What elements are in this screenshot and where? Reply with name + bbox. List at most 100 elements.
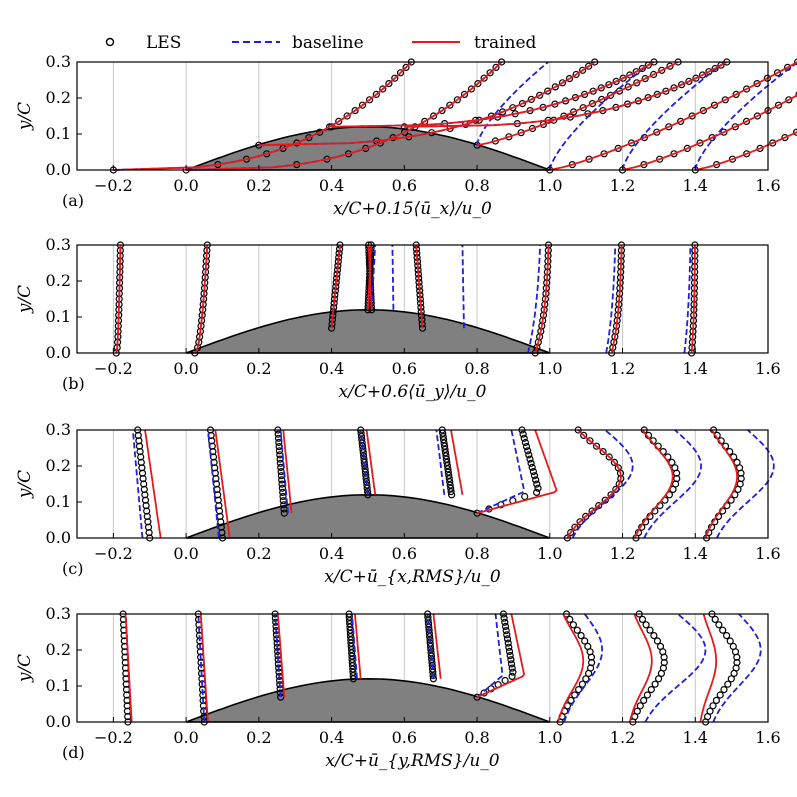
les-point (473, 693, 481, 701)
les-point (444, 465, 452, 473)
les-point (509, 668, 517, 676)
les-point (585, 62, 593, 70)
les-point (711, 64, 719, 73)
y-tick-label: 0.1 (46, 124, 71, 143)
les-point (335, 117, 343, 126)
les-point (643, 691, 652, 699)
les-point (685, 77, 693, 86)
les-point (530, 472, 539, 480)
y-tick-label: 0.3 (46, 604, 71, 623)
les-point (774, 101, 783, 109)
x-tick-label: 1.2 (610, 176, 635, 195)
les-point (658, 66, 666, 74)
les-point (656, 642, 665, 651)
trained-profile (199, 613, 209, 723)
les-point (527, 459, 535, 467)
trained-profile (634, 429, 674, 539)
y-axis-label: y/C (15, 470, 35, 499)
trained-profile (415, 244, 424, 329)
x-tick-label: 0.2 (246, 728, 271, 747)
baseline-profile (359, 429, 369, 495)
x-tick-label: 0.6 (392, 359, 417, 378)
baseline-profile (461, 244, 465, 329)
trained-profile (450, 429, 464, 495)
les-point (532, 488, 541, 496)
les-point (522, 443, 531, 451)
les-point (654, 675, 663, 683)
baseline-profile (605, 244, 617, 354)
les-point (391, 74, 399, 82)
les-point (578, 680, 587, 688)
trained-profile (549, 61, 797, 171)
panels: −0.2 0.0 0.2 0.4 0.6 0.8 1.0 1.2 1.4 1.6 0.0 0.1 0.2… (15, 52, 797, 771)
les-point (614, 144, 622, 152)
les-point (647, 685, 655, 694)
y-axis-label: y/C (15, 102, 35, 131)
les-point (440, 439, 448, 447)
baseline-profile (694, 61, 797, 171)
les-point (619, 74, 627, 82)
les-point (719, 626, 727, 634)
les-point (577, 631, 585, 640)
les-point (569, 621, 578, 629)
les-point (653, 637, 662, 645)
les-point (633, 79, 641, 87)
les-point (524, 447, 532, 455)
x-tick-label: −0.2 (94, 544, 133, 563)
les-point (571, 93, 580, 102)
les-point (442, 452, 450, 460)
trained-profile (354, 613, 362, 679)
les-point (500, 614, 508, 622)
les-point (597, 84, 605, 92)
y-axis-label: y/C (15, 285, 35, 314)
les-point (278, 484, 286, 492)
trained-profile (476, 429, 558, 515)
les-point (517, 129, 525, 137)
axes-frame (76, 244, 769, 354)
x-tick-label: 0.0 (173, 728, 198, 747)
les-profile (632, 426, 681, 542)
les-point (614, 464, 622, 472)
x-axis-label: x/C+ū_{x,RMS}/u_0 (324, 567, 501, 587)
trained-profile (186, 61, 503, 171)
panel-label: (a) (62, 191, 84, 210)
les-point (592, 442, 601, 450)
baseline-profile (683, 245, 692, 354)
baseline-profile (548, 61, 653, 171)
y-tick-label: 0.2 (46, 456, 71, 475)
baseline-profile (132, 429, 144, 539)
baseline-profile (279, 429, 289, 514)
trained-profile (404, 61, 728, 128)
baseline-profile (476, 61, 549, 146)
les-point (442, 455, 450, 463)
y-tick-label: 0.0 (46, 712, 71, 731)
panel-2: −0.2 0.0 0.2 0.4 0.6 0.8 1.0 1.2 1.4 1.6 0.0 0.1 0.2… (15, 420, 781, 587)
les-point (720, 128, 728, 136)
legend-trained-label: trained (474, 33, 537, 53)
les-point (532, 476, 540, 484)
les-point (509, 104, 517, 112)
trained-profile (432, 613, 442, 679)
les-point (274, 430, 282, 438)
y-tick-label: 0.2 (46, 88, 71, 107)
x-tick-label: 1.4 (683, 359, 708, 378)
x-tick-label: 0.4 (319, 176, 344, 195)
axes-frame (76, 613, 769, 723)
x-axis-label: x/C+ū_{y,RMS}/u_0 (325, 751, 499, 771)
les-point (441, 449, 450, 457)
trained-profile (194, 244, 209, 354)
les-point (505, 647, 514, 656)
x-tick-label: 1.0 (537, 176, 562, 195)
les-point (626, 71, 634, 79)
les-point (525, 451, 533, 459)
les-point (711, 615, 719, 624)
les-point (644, 93, 652, 102)
x-tick-label: 0.8 (464, 176, 489, 195)
bump-surface (185, 677, 551, 723)
les-point (720, 685, 728, 694)
les-point (585, 155, 593, 163)
les-point (440, 436, 448, 444)
les-point (343, 112, 351, 120)
les-point (529, 468, 538, 476)
trained-profile (144, 429, 162, 539)
